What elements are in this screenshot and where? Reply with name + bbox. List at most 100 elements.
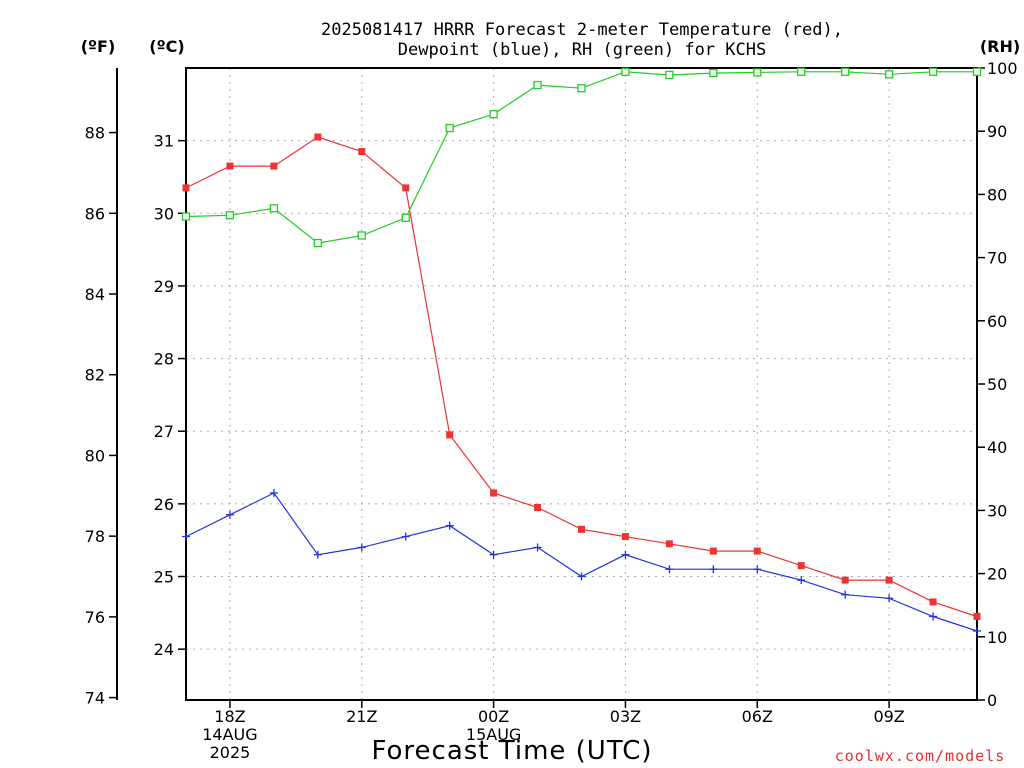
temperature-point xyxy=(358,148,366,156)
fahrenheit-tick-label: 74 xyxy=(85,689,105,708)
chart-title-line-1: 2025081417 HRRR Forecast 2-meter Tempera… xyxy=(321,20,843,40)
temperature-point xyxy=(885,576,893,584)
dewpoint-point xyxy=(709,565,718,574)
rh-point xyxy=(357,231,366,240)
temperature-line xyxy=(185,136,978,618)
temperature-point xyxy=(534,503,542,511)
dewpoint-point xyxy=(665,565,674,574)
fahrenheit-tick-label: 80 xyxy=(85,446,105,465)
rh-point xyxy=(181,212,191,221)
x-tick-label: 03Z xyxy=(610,707,641,726)
celsius-tick-label: 28 xyxy=(154,350,174,369)
dewpoint-point xyxy=(269,488,278,497)
x-tick-label: 2025 xyxy=(210,743,251,762)
rh-point xyxy=(709,68,718,78)
rh-point xyxy=(928,67,938,76)
x-tick-label: 18Z xyxy=(214,707,245,726)
rh-point xyxy=(313,238,322,248)
rh-point xyxy=(753,68,762,77)
dewpoint-point xyxy=(929,612,938,621)
x-tick-label: 00Z xyxy=(478,707,509,726)
rh-tick-label: 100 xyxy=(987,59,1018,78)
dewpoint-point xyxy=(841,590,850,599)
rh-point xyxy=(884,70,894,79)
temperature-point xyxy=(753,547,761,555)
dewpoint-point xyxy=(533,543,542,552)
dewpoint-point xyxy=(357,543,366,552)
dewpoint-point xyxy=(489,550,498,559)
temperature-point xyxy=(973,612,981,620)
celsius-tick-label: 24 xyxy=(154,640,174,659)
dewpoint-line xyxy=(185,492,978,632)
rh-tick-label: 70 xyxy=(987,249,1007,268)
celsius-tick-label: 25 xyxy=(154,568,174,587)
rh-tick-label: 90 xyxy=(987,122,1007,141)
temperature-point xyxy=(578,525,585,533)
celsius-tick-label: 27 xyxy=(154,422,174,441)
rh-unit-label: (RH) xyxy=(980,37,1020,56)
rh-point xyxy=(445,123,454,133)
grid-lines xyxy=(186,68,977,700)
temperature-point xyxy=(402,184,410,192)
x-axis-label: Forecast Time (UTC) xyxy=(371,736,652,766)
fahrenheit-tick-label: 82 xyxy=(85,366,105,385)
celsius-tick-label: 30 xyxy=(154,204,174,223)
dewpoint-point xyxy=(401,532,410,541)
fahrenheit-tick-label: 88 xyxy=(85,124,105,143)
fahrenheit-tick-label: 86 xyxy=(85,204,105,223)
plot-frame xyxy=(185,67,978,701)
rh-point xyxy=(577,84,586,93)
dewpoint-point xyxy=(753,565,762,574)
series-lines xyxy=(181,67,982,635)
dewpoint-point xyxy=(313,550,322,559)
rh-tick-label: 60 xyxy=(987,312,1007,331)
fahrenheit-unit-label: (ºF) xyxy=(81,37,116,56)
dewpoint-point xyxy=(621,550,630,559)
temperature-point xyxy=(314,133,322,141)
dewpoint-point xyxy=(225,510,234,519)
rh-tick-label: 40 xyxy=(987,438,1007,457)
axes: 74 76 78 80 82 84 86 88 24 25 26 27 28 29 30 31 0 10 20 30 4… xyxy=(85,59,1018,762)
x-tick-label: 15AUG xyxy=(466,725,521,744)
rh-point xyxy=(972,67,982,76)
rh-tick-label: 20 xyxy=(987,565,1007,584)
rh-point xyxy=(665,70,674,80)
temperature-point xyxy=(490,489,498,497)
rh-point xyxy=(269,204,279,213)
rh-tick-label: 80 xyxy=(987,185,1007,204)
rh-tick-label: 50 xyxy=(987,375,1007,394)
chart-title-line-2: Dewpoint (blue), RH (green) for KCHS xyxy=(398,40,766,60)
celsius-tick-label: 31 xyxy=(154,132,174,151)
fahrenheit-tick-label: 84 xyxy=(85,285,105,304)
rh-line xyxy=(185,71,977,244)
temperature-point xyxy=(709,547,717,555)
dewpoint-point xyxy=(973,626,981,635)
celsius-tick-label: 29 xyxy=(154,277,174,296)
temperature-point xyxy=(797,562,805,570)
rh-point xyxy=(489,109,498,119)
x-tick-label: 14AUG xyxy=(202,725,257,744)
rh-point xyxy=(621,67,630,76)
temperature-point xyxy=(446,431,454,439)
credit-label: coolwx.com/models xyxy=(835,747,1006,765)
rh-tick-label: 0 xyxy=(987,691,997,710)
rh-point xyxy=(533,80,542,90)
temperature-point xyxy=(270,162,278,170)
rh-tick-label: 30 xyxy=(987,501,1007,520)
dewpoint-point xyxy=(577,572,586,581)
rh-point xyxy=(841,67,850,76)
x-tick-label: 21Z xyxy=(346,707,377,726)
temperature-point xyxy=(621,533,629,541)
rh-point xyxy=(225,211,235,220)
rh-point xyxy=(797,67,806,76)
temperature-point xyxy=(665,540,673,548)
dewpoint-point xyxy=(445,521,454,530)
dewpoint-point xyxy=(885,594,894,603)
celsius-tick-label: 26 xyxy=(154,495,174,514)
fahrenheit-tick-label: 76 xyxy=(85,608,105,627)
temperature-point xyxy=(226,162,234,170)
temperature-point xyxy=(929,598,937,606)
rh-point xyxy=(401,213,410,222)
fahrenheit-tick-label: 78 xyxy=(85,527,105,546)
